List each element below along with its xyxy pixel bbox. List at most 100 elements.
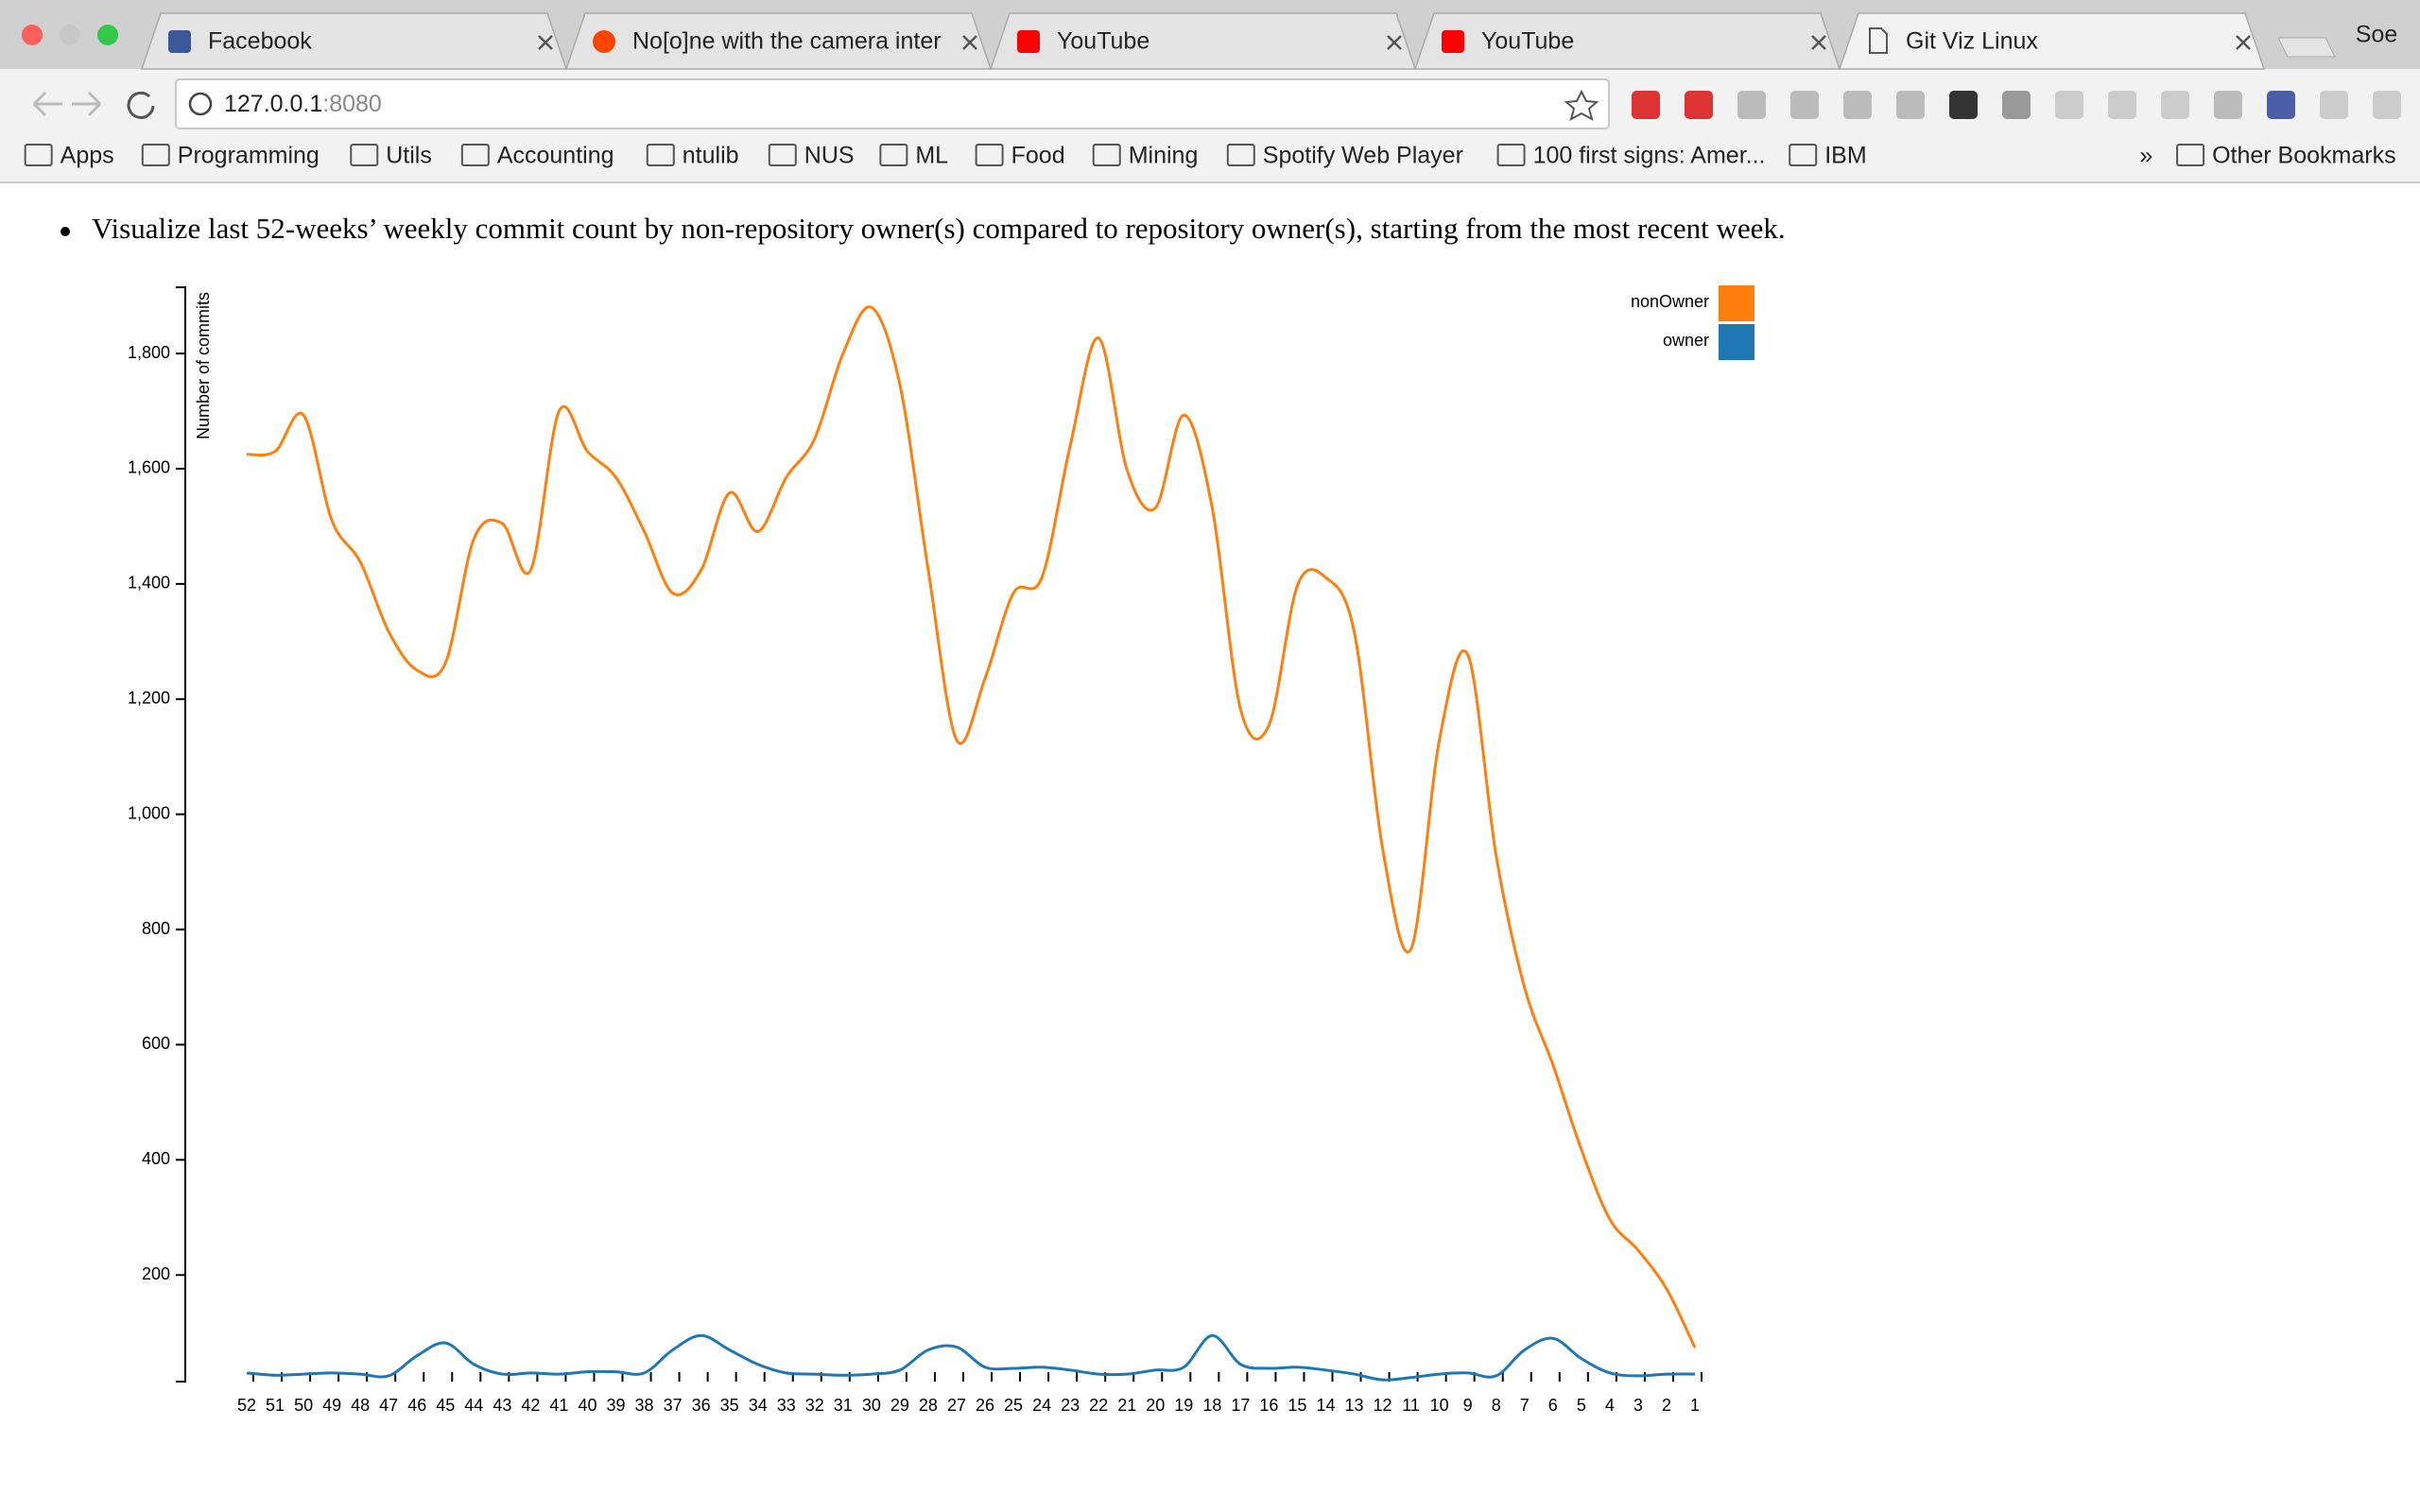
x-tick-label: 50 <box>294 1396 313 1415</box>
extension-icon[interactable] <box>2214 91 2242 119</box>
extension-icon[interactable] <box>1685 91 1713 119</box>
extension-icon[interactable] <box>2055 91 2083 119</box>
chart: 200 400 600 800 1,000 1,200 1,400 1,600 1,800 Num… <box>128 285 1754 1415</box>
bullet-dot <box>60 227 70 236</box>
x-tick-label: 4 <box>1605 1396 1615 1415</box>
x-tick-label: 20 <box>1146 1396 1165 1415</box>
bookmark-icon <box>879 144 908 166</box>
x-tick-label: 27 <box>947 1396 966 1415</box>
y-tick-label: 200 <box>142 1264 170 1283</box>
extension-icon[interactable] <box>2267 91 2295 119</box>
x-tick-label: 9 <box>1463 1396 1473 1415</box>
x-tick-label: 22 <box>1089 1396 1108 1415</box>
extension-icon[interactable] <box>1843 91 1872 119</box>
minimize-button[interactable] <box>60 25 80 45</box>
bookmark-icon <box>350 144 379 166</box>
x-tick-label: 10 <box>1430 1396 1449 1415</box>
x-tick-label: 43 <box>493 1396 511 1415</box>
extension-icon[interactable] <box>2002 91 2031 119</box>
y-tick-label: 1,600 <box>128 458 170 477</box>
bookmark[interactable]: Other Bookmarks <box>2212 143 2396 169</box>
bookmark[interactable]: Food <box>1011 143 1065 169</box>
x-tick-label: 30 <box>862 1396 881 1415</box>
x-tick-label: 15 <box>1288 1396 1306 1415</box>
tab-icon <box>593 30 615 53</box>
x-tick-label: 39 <box>606 1396 625 1415</box>
x-tick-label: 17 <box>1231 1396 1250 1415</box>
extension-icon[interactable] <box>1949 91 1978 119</box>
bookmark[interactable]: ntulib <box>683 143 739 169</box>
extension-icon[interactable] <box>2161 91 2189 119</box>
x-tick-label: 44 <box>464 1396 483 1415</box>
legend-swatch <box>1719 285 1754 321</box>
profile-name[interactable]: Soe <box>2356 22 2397 48</box>
bookmark[interactable]: Utils <box>386 143 432 169</box>
close-button[interactable] <box>22 25 43 45</box>
y-tick-label: 1,400 <box>128 574 170 593</box>
bookmark-icon <box>2176 144 2205 166</box>
bookmark-star[interactable] <box>1564 89 1599 122</box>
x-tick-label: 6 <box>1548 1396 1558 1415</box>
x-tick-label: 42 <box>521 1396 540 1415</box>
bookmark[interactable]: 100 first signs: Amer... <box>1533 143 1766 169</box>
line <box>246 1333 1696 1382</box>
x-tick-label: 34 <box>749 1396 768 1415</box>
x-tick-label: 3 <box>1634 1396 1643 1415</box>
x-tick-label: 32 <box>805 1396 824 1415</box>
extension-icon[interactable] <box>1737 91 1766 119</box>
x-tick-label: 23 <box>1061 1396 1080 1415</box>
line <box>246 305 1697 1349</box>
tab[interactable] <box>989 12 1417 70</box>
x-tick-label: 11 <box>1402 1396 1420 1415</box>
bookmark[interactable]: Accounting <box>497 143 614 169</box>
bookmark-icon <box>1226 144 1255 166</box>
x-tick-label: 7 <box>1520 1396 1530 1415</box>
forward-button[interactable] <box>72 91 102 117</box>
bookmark[interactable]: NUS <box>804 143 855 169</box>
bookmark[interactable]: Apps <box>60 143 114 169</box>
x-tick-label: 25 <box>1004 1396 1023 1415</box>
reload-button[interactable] <box>127 91 155 119</box>
y-tick-label: 1,000 <box>128 803 170 822</box>
extension-icon[interactable] <box>2373 91 2401 119</box>
extension-icon[interactable] <box>2108 91 2136 119</box>
x-tick-label: 49 <box>322 1396 341 1415</box>
x-tick-label: 5 <box>1577 1396 1586 1415</box>
extension-icon[interactable] <box>1790 91 1819 119</box>
bookmark[interactable]: Mining <box>1129 143 1199 169</box>
bookmark-icon <box>768 144 797 166</box>
tab-close[interactable] <box>1811 35 1826 50</box>
x-tick-label: 35 <box>720 1396 739 1415</box>
x-tick-label: 13 <box>1345 1396 1364 1415</box>
extension-icon[interactable] <box>2320 91 2348 119</box>
bookmark[interactable]: » <box>2139 143 2152 169</box>
x-tick-label: 37 <box>664 1396 683 1415</box>
x-tick-label: 48 <box>351 1396 370 1415</box>
zoom-button[interactable] <box>97 25 118 45</box>
bookmark-icon <box>460 144 490 166</box>
bookmark[interactable]: Spotify Web Player <box>1263 143 1463 169</box>
x-tick-label: 31 <box>834 1396 853 1415</box>
tab-title: Facebook <box>208 28 312 55</box>
address-bar[interactable] <box>175 78 1610 129</box>
new-tab[interactable] <box>2277 37 2336 58</box>
address-host: 127.0.0.1 <box>224 91 322 117</box>
tab-close[interactable] <box>2236 35 2251 50</box>
legend-swatch <box>1719 324 1754 360</box>
x-tick-label: 29 <box>890 1396 909 1415</box>
tab[interactable] <box>140 12 568 70</box>
bookmark[interactable]: Programming <box>178 143 320 169</box>
bookmark[interactable]: ML <box>915 143 948 169</box>
tab[interactable] <box>1413 12 1841 70</box>
tab-close[interactable] <box>538 35 553 50</box>
tab-icon <box>1017 30 1040 53</box>
tab-close[interactable] <box>1387 35 1402 50</box>
extension-icon[interactable] <box>1632 91 1660 119</box>
tab-close[interactable] <box>962 35 977 50</box>
back-button[interactable] <box>32 91 62 117</box>
tab[interactable] <box>1838 12 2266 70</box>
extension-icon[interactable] <box>1896 91 1925 119</box>
bookmark[interactable]: IBM <box>1824 143 1866 169</box>
x-tick-label: 21 <box>1117 1396 1136 1415</box>
tab[interactable] <box>564 12 993 70</box>
